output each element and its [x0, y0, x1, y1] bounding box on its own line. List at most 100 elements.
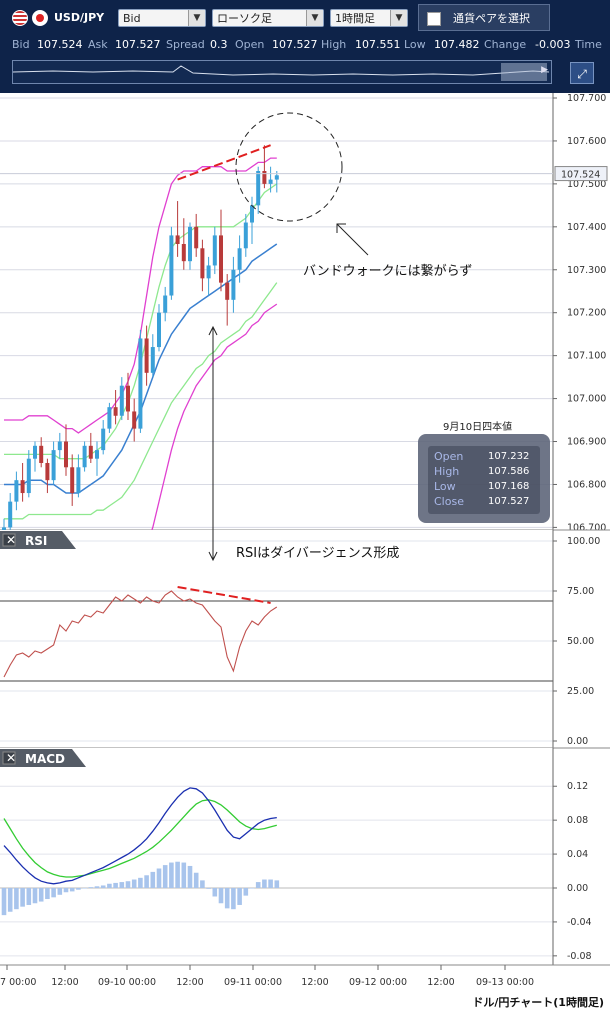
- ohlc-open-value: 107.232: [488, 451, 530, 462]
- overview-navigator[interactable]: ▶: [12, 60, 552, 84]
- candle-body: [64, 441, 68, 468]
- macd-tick-label: 0.12: [567, 781, 588, 792]
- candle-body: [126, 385, 130, 412]
- macd-histogram-bar: [175, 861, 180, 888]
- candle-body: [188, 226, 192, 262]
- chart-style-select[interactable]: ローソク足 ▼: [212, 9, 324, 27]
- time-axis: 7 00:00 12:00 09-10 00:00 12:00 09-11 00:00 1…: [0, 965, 534, 988]
- macd-histogram-bar: [69, 888, 75, 892]
- macd-histogram-bar: [76, 888, 81, 890]
- currency-pair[interactable]: USD/JPY: [8, 8, 112, 28]
- ohlc-inner: [428, 446, 540, 514]
- candle-body: [157, 312, 161, 348]
- ohlc-low-value: 107.168: [488, 481, 530, 492]
- rsi-panel: 100.00 75.00 50.00 25.00 0.00 ✕ RSI: [0, 530, 610, 749]
- rsi-tick-label: 100.00: [567, 536, 600, 547]
- time-tick-label: 09-12 00:00: [349, 977, 407, 988]
- macd-histogram-bar: [131, 879, 137, 888]
- price-panel: 107.700 107.600 107.500 107.400 107.300 107.2…: [0, 93, 610, 549]
- rsi-divergence-line: [177, 586, 271, 604]
- ohlc-low-label: Low: [434, 480, 456, 493]
- candle-body: [274, 175, 279, 180]
- rsi-title: RSI: [25, 534, 47, 548]
- candle-body: [51, 450, 56, 481]
- candle-body: [33, 445, 37, 459]
- macd-histogram-bar: [107, 883, 112, 888]
- price-tick-label: 106.800: [567, 479, 606, 490]
- candle-body: [113, 407, 118, 416]
- macd-histogram-bar: [100, 885, 106, 888]
- price-tick-label: 107.700: [567, 93, 606, 104]
- macd-tick-label: 0.00: [567, 883, 588, 894]
- pair-select-label: 通貨ペアを選択: [453, 12, 530, 25]
- macd-histogram-bar: [1, 888, 7, 916]
- ohlc-high-label: High: [434, 465, 460, 478]
- spread-label: Spread: [166, 38, 205, 51]
- scroll-right-icon[interactable]: ▶: [541, 65, 548, 75]
- candle-body: [82, 445, 87, 468]
- macd-histogram-bar: [237, 888, 242, 905]
- pair-select-button[interactable]: 通貨ペアを選択: [418, 4, 550, 31]
- timeframe-value: 1時間足: [335, 12, 375, 25]
- macd-histogram-bar: [212, 888, 218, 897]
- rsi-tick-label: 50.00: [567, 636, 594, 647]
- expand-icon[interactable]: ⤢: [570, 62, 594, 84]
- macd-histogram-bar: [125, 881, 131, 888]
- chart-caption: ドル/円チャート(1時間足): [472, 996, 604, 1009]
- macd-histogram-bar: [51, 888, 56, 898]
- macd-line: [3, 787, 277, 885]
- macd-histogram-bar: [82, 888, 87, 889]
- ohlc-summary-box: Open 107.232 High 107.586 Low 107.168 Cl…: [418, 434, 550, 523]
- rsi-plot-bg: [0, 530, 553, 748]
- price-tick-label: 107.000: [567, 394, 606, 405]
- macd-tab: [0, 749, 86, 767]
- candle-body: [138, 338, 143, 429]
- macd-histogram-bar: [14, 888, 19, 910]
- candle-body: [14, 480, 19, 502]
- current-price-label: 107.524: [561, 170, 600, 181]
- pair-select-checkbox[interactable]: [427, 12, 441, 26]
- candle-body: [237, 248, 242, 270]
- time-tick-label: 09-10 00:00: [98, 977, 156, 988]
- time-tick-label: 09-11 00:00: [224, 977, 282, 988]
- price-tick-label: 106.900: [567, 437, 606, 448]
- price-type-select[interactable]: Bid ▼: [118, 9, 206, 27]
- candle-body: [243, 222, 248, 249]
- candle-body: [219, 235, 223, 283]
- low-value: 107.482: [434, 38, 480, 51]
- bollinger-lower-inner-band: [4, 282, 278, 520]
- candle-body: [70, 467, 75, 494]
- chart-area[interactable]: 107.700 107.600 107.500 107.400 107.300 107.2…: [0, 93, 610, 993]
- macd-histogram-bar: [162, 865, 168, 888]
- macd-histogram-bar: [7, 888, 13, 912]
- price-divergence-line: [177, 144, 271, 181]
- macd-histogram-bar: [262, 879, 267, 888]
- arrow-head-icon: [336, 223, 346, 233]
- candle-body: [181, 243, 186, 262]
- macd-histogram-bar: [249, 888, 255, 889]
- bid-label: Bid: [12, 38, 30, 51]
- rsi-tick-label: 75.00: [567, 586, 594, 597]
- ohlc-title: 9月10日四本値: [443, 422, 513, 433]
- macd-tick-label: 0.04: [567, 849, 588, 860]
- macd-histogram-bar: [243, 888, 249, 896]
- quote-bar: Bid 107.524 Ask 107.527 Spread 0.3 Open …: [0, 37, 610, 53]
- candle-body: [206, 265, 211, 279]
- candle-body: [256, 170, 261, 206]
- price-tick-label: 107.400: [567, 222, 606, 233]
- macd-close-icon: [2, 751, 16, 765]
- ask-value: 107.527: [115, 38, 161, 51]
- macd-histogram-bar: [26, 888, 32, 905]
- arrow-up-icon: [208, 325, 218, 336]
- arrow-down-icon: [208, 551, 218, 562]
- rsi-tick-label: 0.00: [567, 736, 588, 747]
- macd-histogram-bar: [113, 882, 118, 888]
- bid-value: 107.524: [37, 38, 83, 51]
- macd-panel: 0.12 0.08 0.04 0.00 -0.04 -0.08 ✕ MACD: [0, 748, 610, 966]
- macd-histogram-bar: [193, 872, 199, 888]
- price-tick-label: 107.300: [567, 265, 606, 276]
- timeframe-select[interactable]: 1時間足 ▼: [330, 9, 408, 27]
- time-tick-label: 12:00: [51, 977, 78, 988]
- time-tick-label: 12:00: [427, 977, 454, 988]
- macd-histogram-bar: [218, 888, 224, 904]
